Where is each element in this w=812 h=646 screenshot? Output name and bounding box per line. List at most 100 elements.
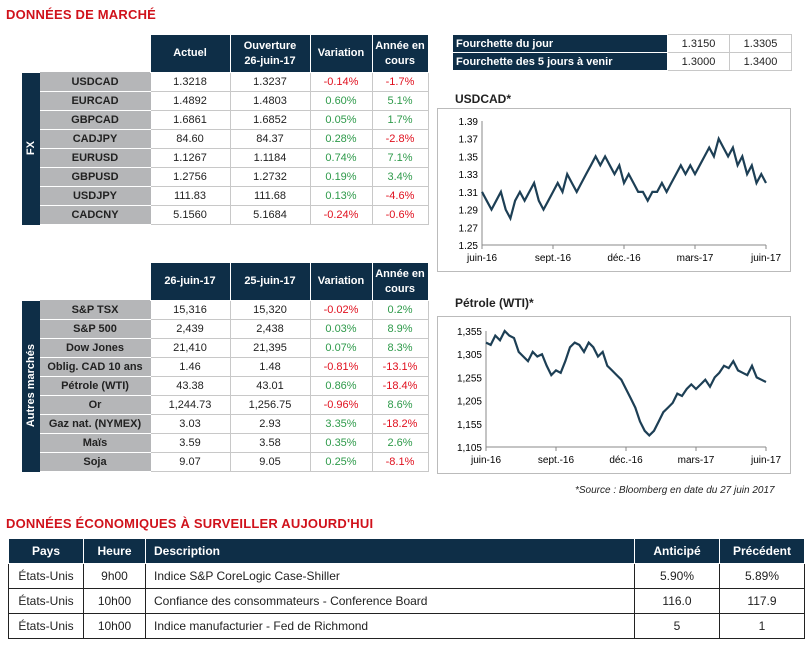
- cell: 3.58: [229, 433, 311, 453]
- cell: 3.35%: [309, 414, 373, 434]
- cell: 8.6%: [371, 395, 429, 415]
- cell: 9.05: [229, 452, 311, 472]
- cell: -13.1%: [371, 357, 429, 377]
- row-label: GBPCAD: [39, 110, 151, 130]
- cell: États-Unis: [8, 588, 84, 614]
- row-label: Dow Jones: [39, 338, 151, 358]
- table-row: Or 1,244.73 1,256.75 -0.96% 8.6%: [22, 395, 429, 415]
- row-label: Or: [39, 395, 151, 415]
- range-value: 1.3305: [729, 34, 792, 53]
- other-markets-table: 26-juin-17 25-juin-17 Variation Année en co…: [22, 262, 429, 472]
- table-row: FX USDCAD 1.3218 1.3237 -0.14% -1.7%: [22, 72, 429, 225]
- cell: 0.07%: [309, 338, 373, 358]
- cell: 0.2%: [371, 300, 429, 320]
- cell: -2.8%: [371, 129, 429, 149]
- row-label: S&P 500: [39, 319, 151, 339]
- row-label: USDJPY: [39, 186, 151, 206]
- y-tick-label: 1.35: [459, 152, 479, 163]
- table-row: États-Unis 10h00 Confiance des consommateu…: [8, 588, 805, 614]
- cell: 5: [634, 613, 720, 639]
- row-label: S&P TSX: [39, 300, 151, 320]
- cell: 0.60%: [309, 91, 373, 111]
- table-row: Dow Jones 21,410 21,395 0.07% 8.3%: [22, 338, 429, 358]
- source-note: *Source : Bloomberg en date du 27 juin 2…: [575, 485, 775, 496]
- economic-table: Pays Heure Description Anticipé Précédent Éta…: [8, 538, 805, 639]
- y-tick-label: 1,305: [457, 350, 482, 361]
- table-row: États-Unis 9h00 Indice S&P CoreLogic Case-…: [8, 563, 805, 589]
- x-tick-label: déc.-16: [607, 253, 641, 264]
- row-label: Pétrole (WTI): [39, 376, 151, 396]
- blank-cell: [22, 263, 150, 301]
- cell: 116.0: [634, 588, 720, 614]
- table-row: EURUSD 1.1267 1.1184 0.74% 7.1%: [22, 148, 429, 168]
- cell: 84.37: [229, 129, 311, 149]
- cell: 1.3218: [149, 72, 231, 92]
- y-tick-label: 1.37: [459, 135, 479, 146]
- cell: 0.35%: [309, 433, 373, 453]
- cell: -1.7%: [371, 72, 429, 92]
- blank-cell: [22, 35, 150, 73]
- x-tick-label: sept.-16: [535, 253, 572, 264]
- range-label: Fourchette du jour: [452, 34, 668, 53]
- cell: 0.28%: [309, 129, 373, 149]
- y-tick-label: 1.31: [459, 188, 479, 199]
- column-header: 25-juin-17: [229, 262, 311, 301]
- range-value: 1.3400: [729, 52, 792, 71]
- row-label: USDCAD: [39, 72, 151, 92]
- cell: 8.9%: [371, 319, 429, 339]
- cell: 1.6861: [149, 110, 231, 130]
- range-row: Fourchette du jour 1.3150 1.3305: [452, 34, 792, 53]
- cell: 0.19%: [309, 167, 373, 187]
- row-label: CADJPY: [39, 129, 151, 149]
- column-header: Heure: [83, 538, 146, 564]
- x-tick-label: juin-16: [470, 455, 501, 466]
- cell: 0.25%: [309, 452, 373, 472]
- cell: 5.1560: [149, 205, 231, 225]
- table-row: Pétrole (WTI) 43.38 43.01 0.86% -18.4%: [22, 376, 429, 396]
- cell: États-Unis: [8, 563, 84, 589]
- table-row: USDJPY 111.83 111.68 0.13% -4.6%: [22, 186, 429, 206]
- cell: 15,316: [149, 300, 231, 320]
- row-label: Maïs: [39, 433, 151, 453]
- side-label: FX: [22, 72, 40, 225]
- cell: 9h00: [83, 563, 146, 589]
- cell: 1.48: [229, 357, 311, 377]
- cell: -0.6%: [371, 205, 429, 225]
- cell: Indice S&P CoreLogic Case-Shiller: [145, 563, 635, 589]
- x-tick-label: juin-17: [750, 253, 781, 264]
- wti-chart: 1,105 1,155 1,205 1,255 1,305 1,355 juin-16 sep…: [437, 316, 791, 474]
- cell: -0.24%: [309, 205, 373, 225]
- side-label: Autres marchés: [22, 300, 40, 472]
- column-header: Anticipé: [634, 538, 720, 564]
- side-label-text: FX: [25, 141, 37, 156]
- y-tick-label: 1,255: [457, 373, 482, 384]
- cell: 2,439: [149, 319, 231, 339]
- cell: 5.89%: [719, 563, 805, 589]
- y-tick-label: 1.33: [459, 170, 479, 181]
- cell: -0.81%: [309, 357, 373, 377]
- cell: 43.38: [149, 376, 231, 396]
- table-row: Soja 9.07 9.05 0.25% -8.1%: [22, 452, 429, 472]
- cell: 111.68: [229, 186, 311, 206]
- cell: 1.6852: [229, 110, 311, 130]
- y-tick-label: 1,105: [457, 443, 482, 454]
- column-header: Année en cours: [371, 262, 429, 301]
- row-label: EURCAD: [39, 91, 151, 111]
- column-header: Ouverture 26-juin-17: [229, 34, 311, 73]
- column-header: Variation: [309, 262, 373, 301]
- cell: 0.86%: [309, 376, 373, 396]
- column-header: Précédent: [719, 538, 805, 564]
- x-tick-label: juin-17: [750, 455, 781, 466]
- cell: 1.3237: [229, 72, 311, 92]
- cell: Confiance des consommateurs - Conference…: [145, 588, 635, 614]
- x-tick-label: déc.-16: [609, 455, 643, 466]
- section-title-market: DONNÉES DE MARCHÉ: [6, 7, 157, 22]
- usdcad-chart-title: USDCAD*: [455, 92, 512, 106]
- y-tick-label: 1,205: [457, 397, 482, 408]
- cell: 5.90%: [634, 563, 720, 589]
- cell: 8.3%: [371, 338, 429, 358]
- range-label: Fourchette des 5 jours à venir: [452, 52, 668, 71]
- table-row: EURCAD 1.4892 1.4803 0.60% 5.1%: [22, 91, 429, 111]
- cell: 10h00: [83, 613, 146, 639]
- range-value: 1.3000: [667, 52, 730, 71]
